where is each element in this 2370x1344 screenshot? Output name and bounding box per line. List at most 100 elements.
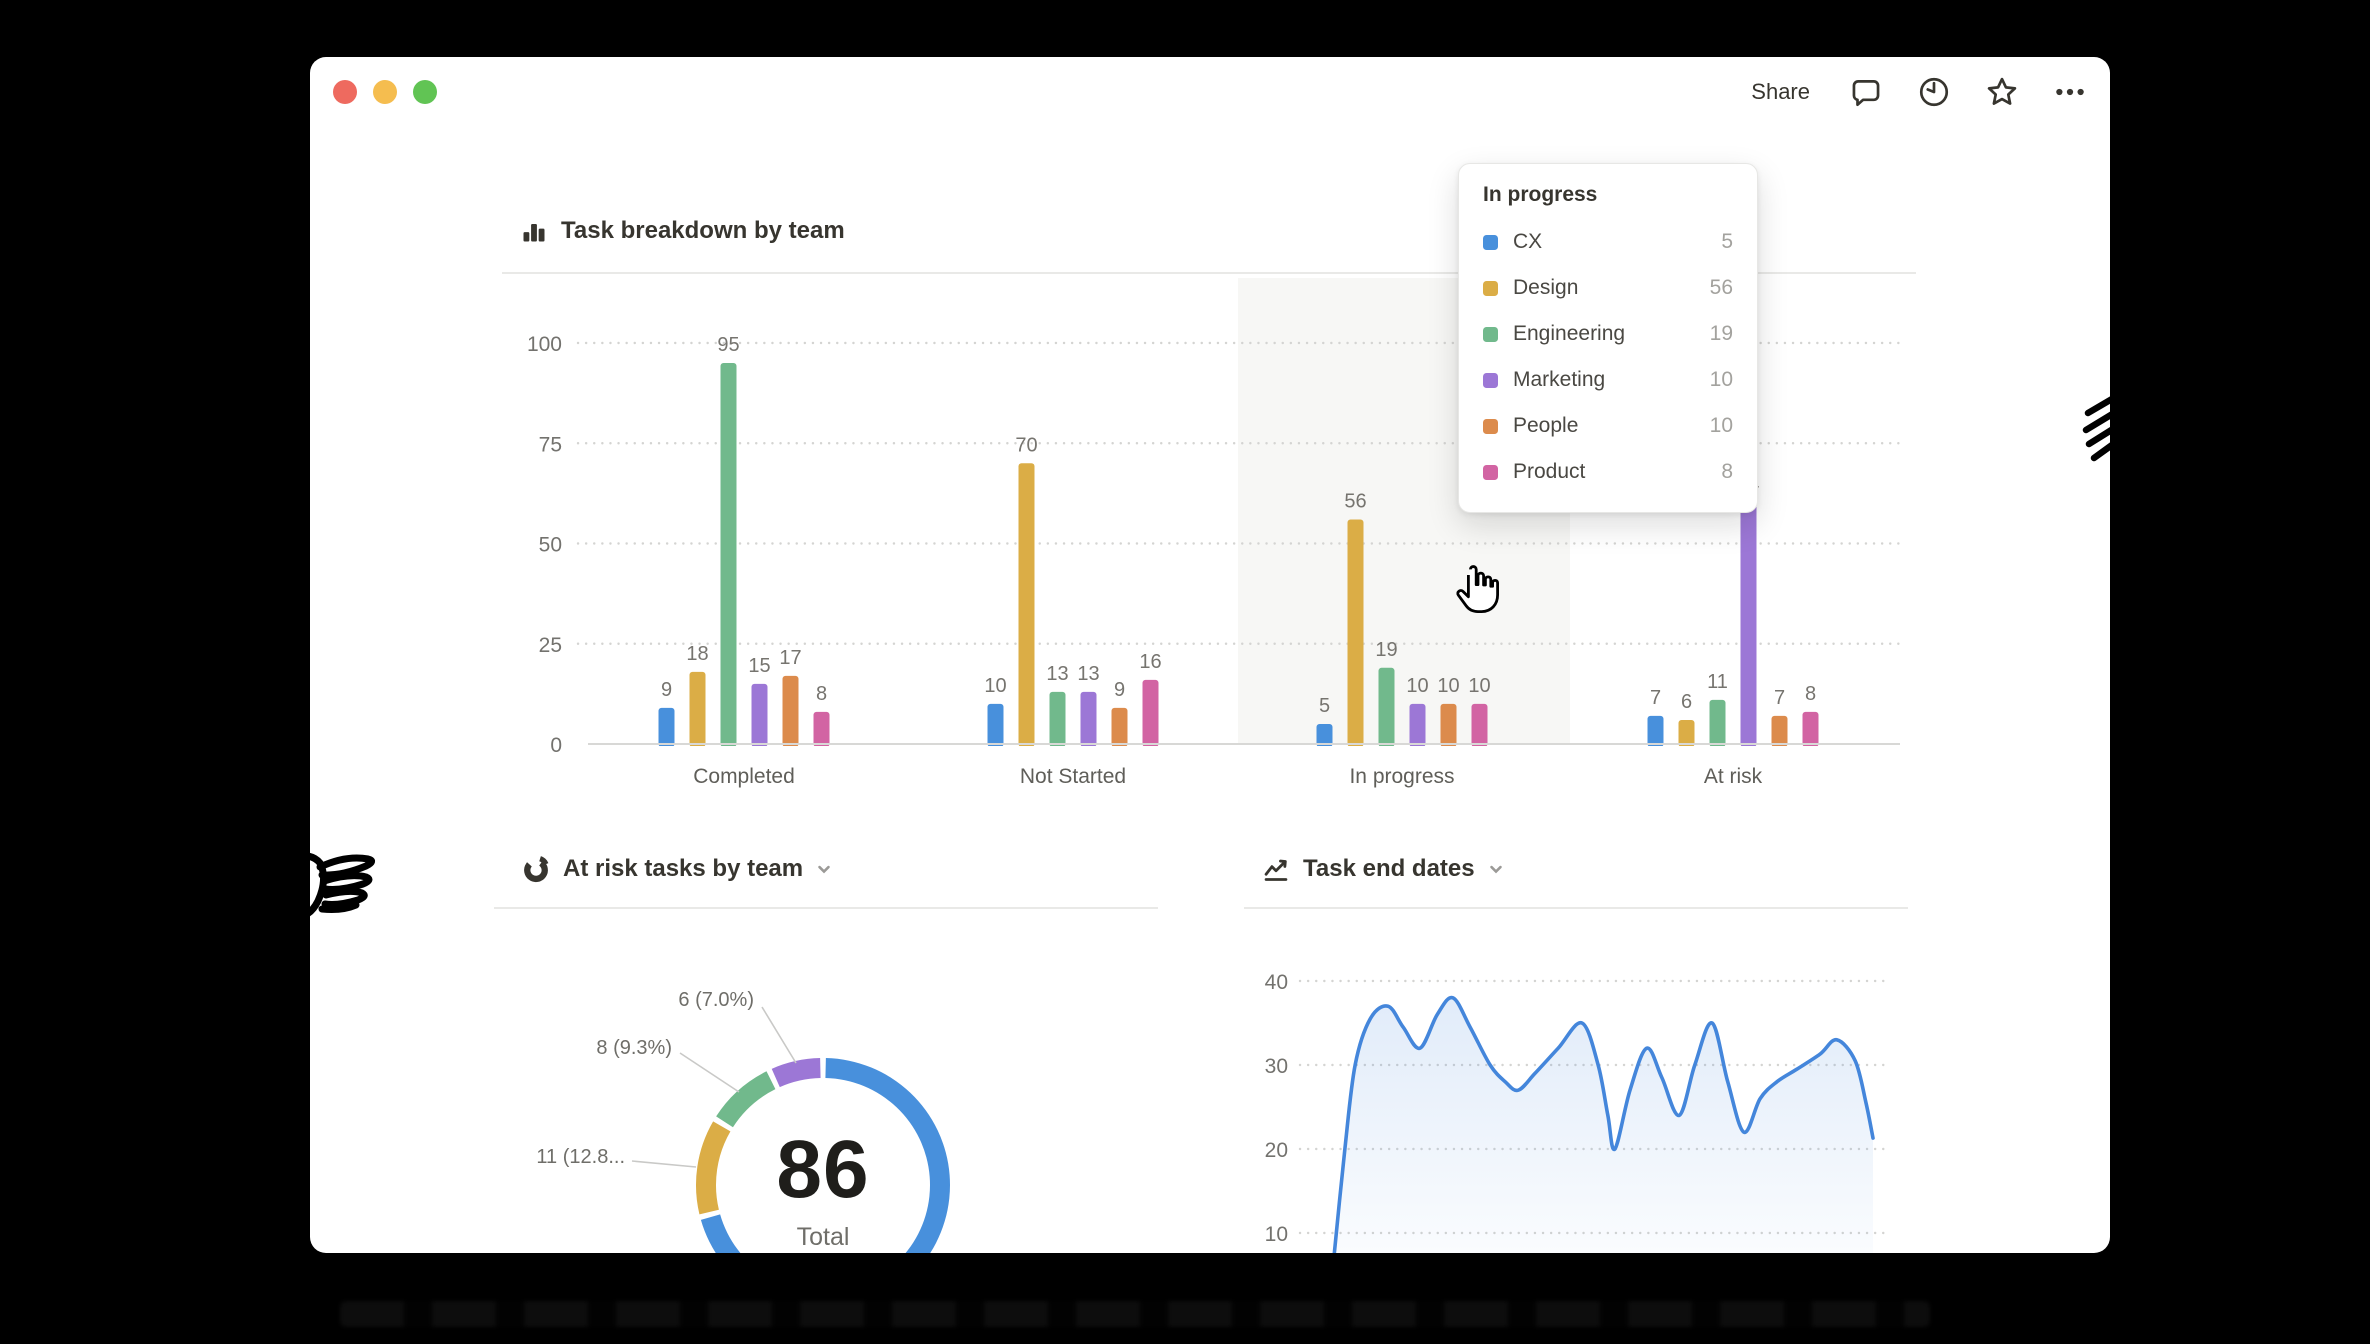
pointer-hand-cursor — [1456, 565, 1499, 613]
chart-text: 50 — [539, 534, 562, 557]
desk-reflection — [340, 1301, 1930, 1327]
bar-Design-Completed[interactable] — [689, 671, 706, 747]
chart-text: 0 — [550, 734, 562, 757]
donut-slice-purple[interactable] — [771, 1058, 821, 1088]
chart-text: 10 — [1437, 675, 1459, 697]
share-button[interactable]: Share — [1751, 79, 1810, 104]
chart-text: Not Started — [1020, 765, 1126, 788]
callout-line — [761, 1006, 797, 1064]
bar-People-At risk[interactable] — [1771, 715, 1788, 747]
donut-slice-blue[interactable] — [700, 1058, 950, 1253]
bar-Product-At risk[interactable] — [1802, 711, 1819, 747]
tooltip-row: People 10 — [1483, 403, 1733, 449]
legend-swatch-pink — [1483, 464, 1498, 480]
tooltip-row-label: Marketing — [1513, 368, 1606, 391]
bar-Marketing-Completed[interactable] — [751, 683, 768, 747]
zoom-window-button[interactable] — [413, 80, 437, 104]
tooltip-row: Engineering 19 — [1483, 311, 1733, 357]
legend-swatch-green — [1483, 326, 1498, 342]
tooltip-row-label: Product — [1513, 460, 1586, 483]
callout-line — [631, 1160, 697, 1168]
bar-Product-In progress[interactable] — [1471, 703, 1488, 747]
bar-chart-title: Task breakdown by team — [561, 217, 845, 244]
tooltip-row-value: 10 — [1709, 414, 1733, 437]
tooltip-row-value: 8 — [1721, 460, 1733, 483]
chart-text: 9 — [1114, 679, 1125, 701]
minimize-window-button[interactable] — [373, 80, 397, 104]
donut-total-label: Total — [796, 1223, 850, 1251]
tooltip-row-label: Engineering — [1513, 322, 1626, 345]
bar-CX-At risk[interactable] — [1647, 715, 1664, 747]
chart-text: 30 — [1265, 1055, 1288, 1078]
bar-CX-Not Started[interactable] — [987, 703, 1004, 747]
chart-text: Completed — [693, 765, 795, 788]
chart-text: 8 — [816, 683, 827, 705]
comments-icon[interactable] — [1848, 74, 1884, 110]
bar-Marketing-Not Started[interactable] — [1080, 691, 1097, 747]
chart-text: 95 — [717, 334, 739, 356]
toolbar: Share — [1745, 71, 2088, 113]
donut-center: 86 Total — [743, 1129, 903, 1252]
tooltip-row-label: People — [1513, 414, 1579, 437]
line-chart-title: Task end dates — [1303, 855, 1475, 882]
donut-callout: 11 (12.8... — [536, 1146, 625, 1168]
bar-Engineering-At risk[interactable] — [1709, 699, 1726, 747]
chevron-down-icon[interactable] — [815, 860, 833, 878]
bar-Product-Not Started[interactable] — [1142, 679, 1159, 747]
tooltip-row-label: CX — [1513, 230, 1543, 253]
hand-doodle — [310, 853, 375, 917]
chart-text: 75 — [539, 433, 562, 456]
area-fill — [1333, 997, 1873, 1253]
tooltip-title: In progress — [1483, 183, 1598, 206]
tooltip-row-label: Design — [1513, 276, 1579, 299]
window-controls — [333, 80, 437, 104]
donut-slice-green[interactable] — [716, 1071, 776, 1128]
donut-callout: 6 (7.0%) — [678, 989, 754, 1011]
chart-text: 10 — [1406, 675, 1428, 697]
bar-Design-Not Started[interactable] — [1018, 463, 1035, 747]
axis-mask — [578, 746, 1900, 752]
divider — [494, 907, 1158, 909]
favorite-icon[interactable] — [1984, 74, 2020, 110]
chart-text: 19 — [1375, 639, 1397, 661]
divider — [502, 272, 1916, 274]
bar-Design-In progress[interactable] — [1347, 519, 1364, 747]
chart-text: At risk — [1704, 765, 1763, 788]
bar-CX-In progress[interactable] — [1316, 723, 1333, 747]
line-series[interactable] — [1332, 995, 1875, 1253]
donut-chart-icon — [522, 855, 550, 883]
chart-text: 56 — [1344, 490, 1366, 512]
chart-text: 5 — [1319, 695, 1330, 717]
bar-People-In progress[interactable] — [1440, 703, 1457, 747]
legend-swatch-orange — [1483, 418, 1498, 434]
legend-swatch-blue — [1483, 234, 1498, 250]
line-chart-icon — [1262, 855, 1290, 883]
bar-Marketing-In progress[interactable] — [1409, 703, 1426, 747]
tooltip-row-value: 10 — [1709, 368, 1733, 391]
bar-Engineering-In progress[interactable] — [1378, 667, 1395, 747]
bar-People-Not Started[interactable] — [1111, 707, 1128, 747]
bar-Design-At risk[interactable] — [1678, 719, 1695, 747]
chart-text: 10 — [1265, 1223, 1288, 1246]
close-window-button[interactable] — [333, 80, 357, 104]
bar-chart-header: Task breakdown by team — [520, 217, 845, 245]
bar-Engineering-Not Started[interactable] — [1049, 691, 1066, 747]
chevron-down-icon[interactable] — [1487, 860, 1505, 878]
history-icon[interactable] — [1916, 74, 1952, 110]
bar-CX-Completed[interactable] — [658, 707, 675, 747]
tooltip-row: CX 5 — [1483, 219, 1733, 265]
bar-Product-Completed[interactable] — [813, 711, 830, 747]
bar-People-Completed[interactable] — [782, 675, 799, 747]
legend-swatch-yellow — [1483, 280, 1498, 296]
donut-callout: 8 (9.3%) — [596, 1037, 672, 1059]
chart-text: 25 — [539, 634, 562, 657]
more-icon[interactable] — [2052, 74, 2088, 110]
bar-Marketing-At risk[interactable] — [1740, 499, 1757, 747]
tooltip-row-value: 19 — [1709, 322, 1733, 345]
bar-Engineering-Completed[interactable] — [720, 363, 737, 747]
chart-text: 6 — [1681, 691, 1692, 713]
donut-slice-yellow[interactable] — [696, 1121, 731, 1215]
tooltip-row: Design 56 — [1483, 265, 1733, 311]
tooltip-row: Marketing 10 — [1483, 357, 1733, 403]
